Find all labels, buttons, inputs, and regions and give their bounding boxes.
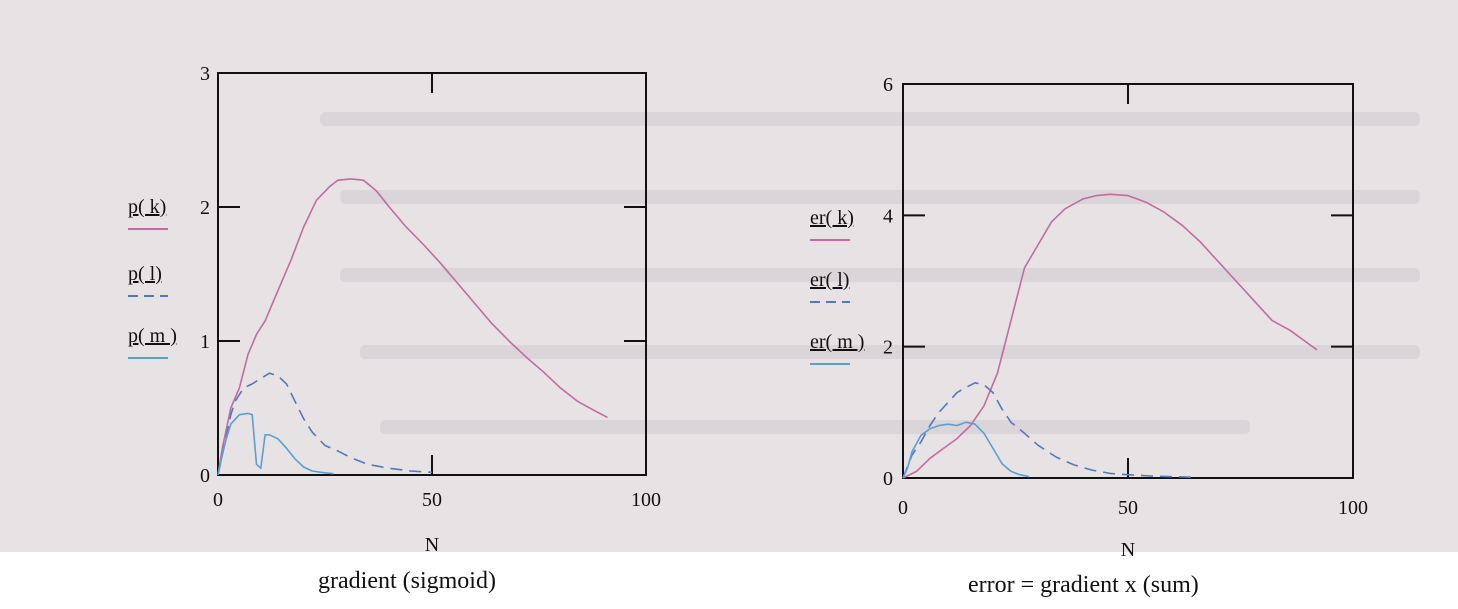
x-tick-label: 100	[1338, 497, 1368, 519]
x-tick-label: 100	[631, 489, 661, 511]
x-tick-label: 50	[422, 489, 442, 511]
legend-label-1: er( l)	[810, 269, 849, 291]
x-tick-label: 0	[898, 497, 908, 519]
series-line-1	[217, 372, 433, 476]
caption-gradient-sigmoid: gradient (sigmoid)	[318, 568, 496, 594]
series-line-2	[217, 412, 334, 476]
series-line-0	[217, 178, 608, 476]
legend-label-2: er( m )	[810, 331, 864, 353]
bleed-through-line-0	[320, 112, 1420, 126]
y-tick-label: 1	[200, 331, 210, 353]
legend-label-0: p( k)	[128, 196, 166, 218]
y-tick-label: 6	[883, 74, 893, 96]
x-tick-label: 0	[213, 489, 223, 511]
series-line-0	[902, 193, 1318, 479]
y-tick-label: 0	[200, 465, 210, 487]
legend-label-0: er( k)	[810, 207, 854, 229]
y-tick-label: 0	[883, 468, 893, 490]
caption-error-gradient: error = gradient x (sum)	[968, 572, 1199, 598]
x-tick-label: 50	[1118, 497, 1138, 519]
bleed-through-text-lines	[320, 112, 1420, 434]
bleed-through-line-3	[360, 345, 1420, 359]
plot-frame	[902, 83, 1354, 479]
bleed-through-line-1	[340, 190, 1420, 204]
legend-label-1: p( l)	[128, 263, 162, 285]
series-line-2	[902, 421, 1030, 479]
y-tick-label: 4	[883, 205, 893, 227]
legend-label-2: p( m )	[128, 325, 177, 347]
y-tick-label: 2	[200, 197, 210, 219]
series-line-1	[902, 381, 1196, 479]
y-tick-label: 3	[200, 63, 210, 85]
bleed-through-line-2	[340, 268, 1420, 282]
bleed-through-line-4	[380, 420, 1250, 434]
x-axis-label: N	[1121, 539, 1135, 561]
y-tick-label: 2	[883, 337, 893, 359]
x-axis-label: N	[425, 534, 439, 556]
